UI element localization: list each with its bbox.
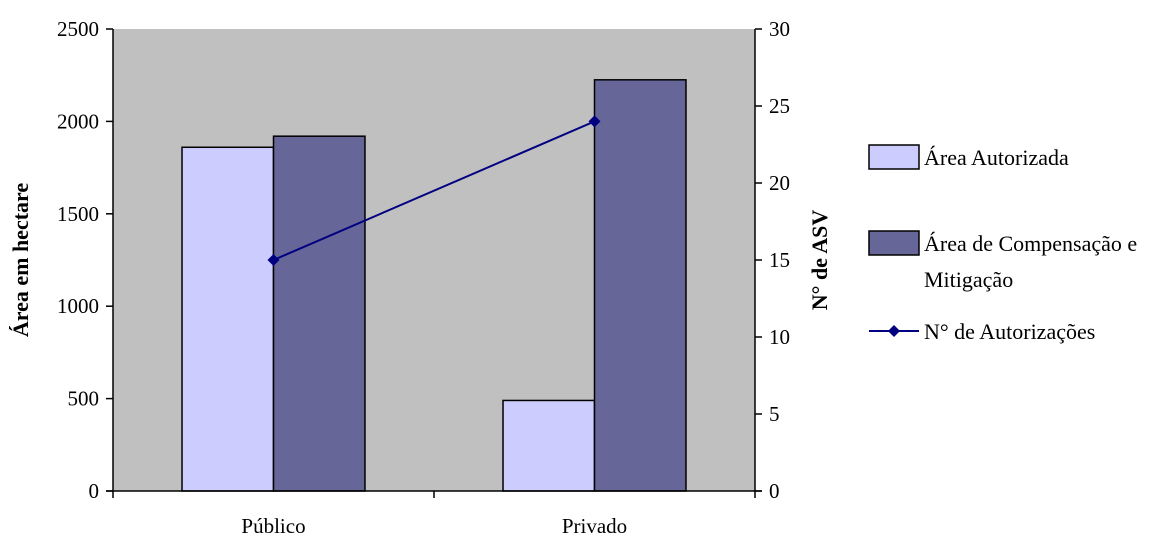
y-tick-label: 1500	[57, 202, 99, 226]
y2-tick-label: 0	[769, 479, 780, 503]
bar-area-compensacao-privado	[593, 79, 687, 492]
x-tick-label: Privado	[562, 514, 627, 538]
point-autorizacoes-privado	[588, 115, 601, 128]
legend-swatch	[868, 230, 920, 256]
legend-label: Área de Compensação e	[924, 231, 1137, 256]
y2-tick-label: 20	[769, 171, 790, 195]
y-axis-title: Área em hectare	[8, 183, 33, 338]
y-tick-label: 2500	[57, 17, 99, 41]
legend-swatch	[868, 144, 920, 170]
y2-tick-label: 5	[769, 402, 780, 426]
legend-label: Área Autorizada	[924, 145, 1069, 170]
legend-label: N° de Autorizações	[924, 319, 1095, 344]
y2-tick-label: 15	[769, 248, 790, 272]
legend: Área Autorizada Área de Compensação e Miti…	[868, 144, 1137, 344]
bar-area-autorizada-publico	[181, 146, 275, 492]
legend-label: Mitigação	[924, 267, 1013, 292]
line-autorizacoes	[273, 120, 595, 261]
legend-marker	[888, 325, 900, 337]
y2-tick-label: 10	[769, 325, 790, 349]
y-tick-label: 2000	[57, 109, 99, 133]
bar-area-compensacao-publico	[272, 135, 366, 492]
y-tick-label: 0	[89, 479, 100, 503]
line-layer	[267, 115, 601, 266]
y-tick-label: 1000	[57, 294, 99, 318]
y2-tick-label: 30	[769, 17, 790, 41]
bar-area-autorizada-privado	[502, 399, 596, 492]
x-tick-label: Público	[241, 514, 305, 538]
point-autorizacoes-publico	[267, 254, 280, 266]
y-tick-label: 500	[68, 387, 100, 411]
y2-axis-title: N° de ASV	[807, 210, 832, 311]
axes-layer: 0 500 1000 1500 2000 2500 0 5 10 15 20 25 30 Público P…	[57, 17, 790, 538]
bars-layer	[181, 79, 687, 492]
y2-tick-label: 25	[769, 94, 790, 118]
